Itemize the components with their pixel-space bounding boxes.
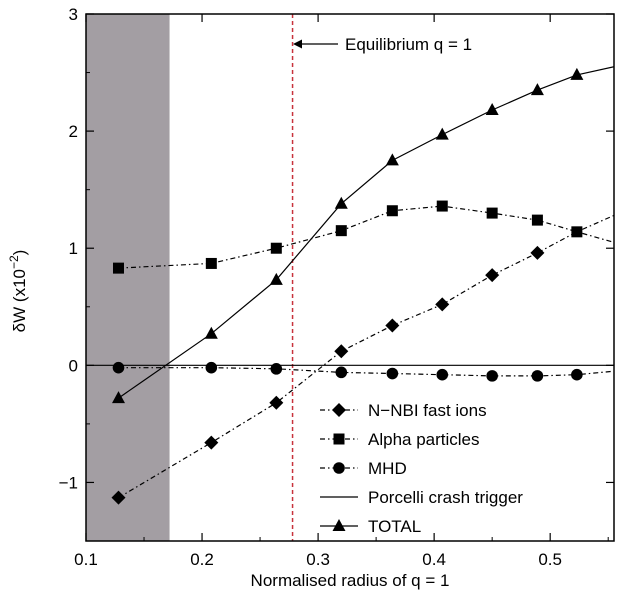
series-line [118,66,614,399]
series-point [486,370,498,382]
series-point [435,297,450,312]
legend-label: Porcelli crash trigger [368,488,523,507]
annotation-label: Equilibrium q = 1 [345,35,472,54]
series-point [436,368,449,381]
legend-label: TOTAL [368,517,421,536]
shaded-region [86,14,170,541]
series-point [531,370,544,382]
series-point [269,272,283,285]
series-point [571,226,583,238]
series-point [269,395,284,410]
x-tick-label: 0.5 [538,550,562,569]
y-axis-title-close: ) [10,250,29,256]
series-point [530,245,545,260]
series-point [485,268,500,283]
series-point [435,127,449,140]
legend-marker [332,519,346,531]
series-point [335,225,347,237]
series-point [204,435,219,450]
series-line [118,214,614,499]
y-axis-title-exponent: −2 [7,255,21,269]
y-axis-title: δW (x10−2) [7,250,29,333]
series-square-group [112,200,614,274]
y-tick-label: 3 [69,5,78,24]
series-point [571,368,583,381]
y-tick-label: 1 [69,239,78,258]
series-point [270,242,282,254]
annotation: Equilibrium q = 1 [293,35,472,54]
series-point [436,200,448,212]
series-line [118,205,614,269]
series-point [270,363,283,375]
series-point [485,103,499,116]
legend-marker [333,462,345,474]
series-point [335,366,348,379]
legend-label: MHD [368,459,407,478]
series-layer [86,66,614,505]
shaded-band [86,14,170,541]
series-point [205,361,218,374]
plot-frame [85,13,615,542]
series-circle-group [112,361,614,382]
series-point [334,196,348,209]
x-tick-label: 0.3 [306,550,330,569]
x-tick-label: 0.4 [422,550,446,569]
y-tick-label: 2 [69,122,78,141]
legend: N−NBI fast ions Alpha particles MHD Porcell… [320,401,523,536]
legend-label: N−NBI fast ions [368,401,487,420]
series-diamond-group [111,214,614,505]
series-point [111,490,126,505]
series-point [385,153,399,166]
series-point [334,344,349,359]
axis-ticks: 0.1 0.2 0.3 0.4 0.5 −1 0 1 2 3 [59,5,614,569]
series-point [531,214,543,226]
series-point [112,361,125,374]
series-point [385,318,400,333]
series-point [486,207,498,219]
series-point [530,83,544,96]
series-point [111,391,125,404]
series-point [205,257,217,269]
series-line [118,367,614,377]
y-tick-label: 0 [69,356,78,375]
series-point [204,326,218,339]
legend-marker [333,433,345,445]
y-axis-title-main: δW (x10 [10,269,29,332]
y-tick-label: −1 [59,473,78,492]
legend-label: Alpha particles [368,430,480,449]
series-point [386,205,398,217]
x-tick-label: 0.1 [74,550,98,569]
annotation-arrow-head [293,39,302,49]
series-point [112,262,124,274]
legend-marker [332,403,346,417]
series-triangle-group [111,66,614,404]
series-point [386,367,399,380]
series-point [570,67,584,80]
x-axis-title: Normalised radius of q = 1 [251,571,450,590]
x-tick-label: 0.2 [190,550,214,569]
